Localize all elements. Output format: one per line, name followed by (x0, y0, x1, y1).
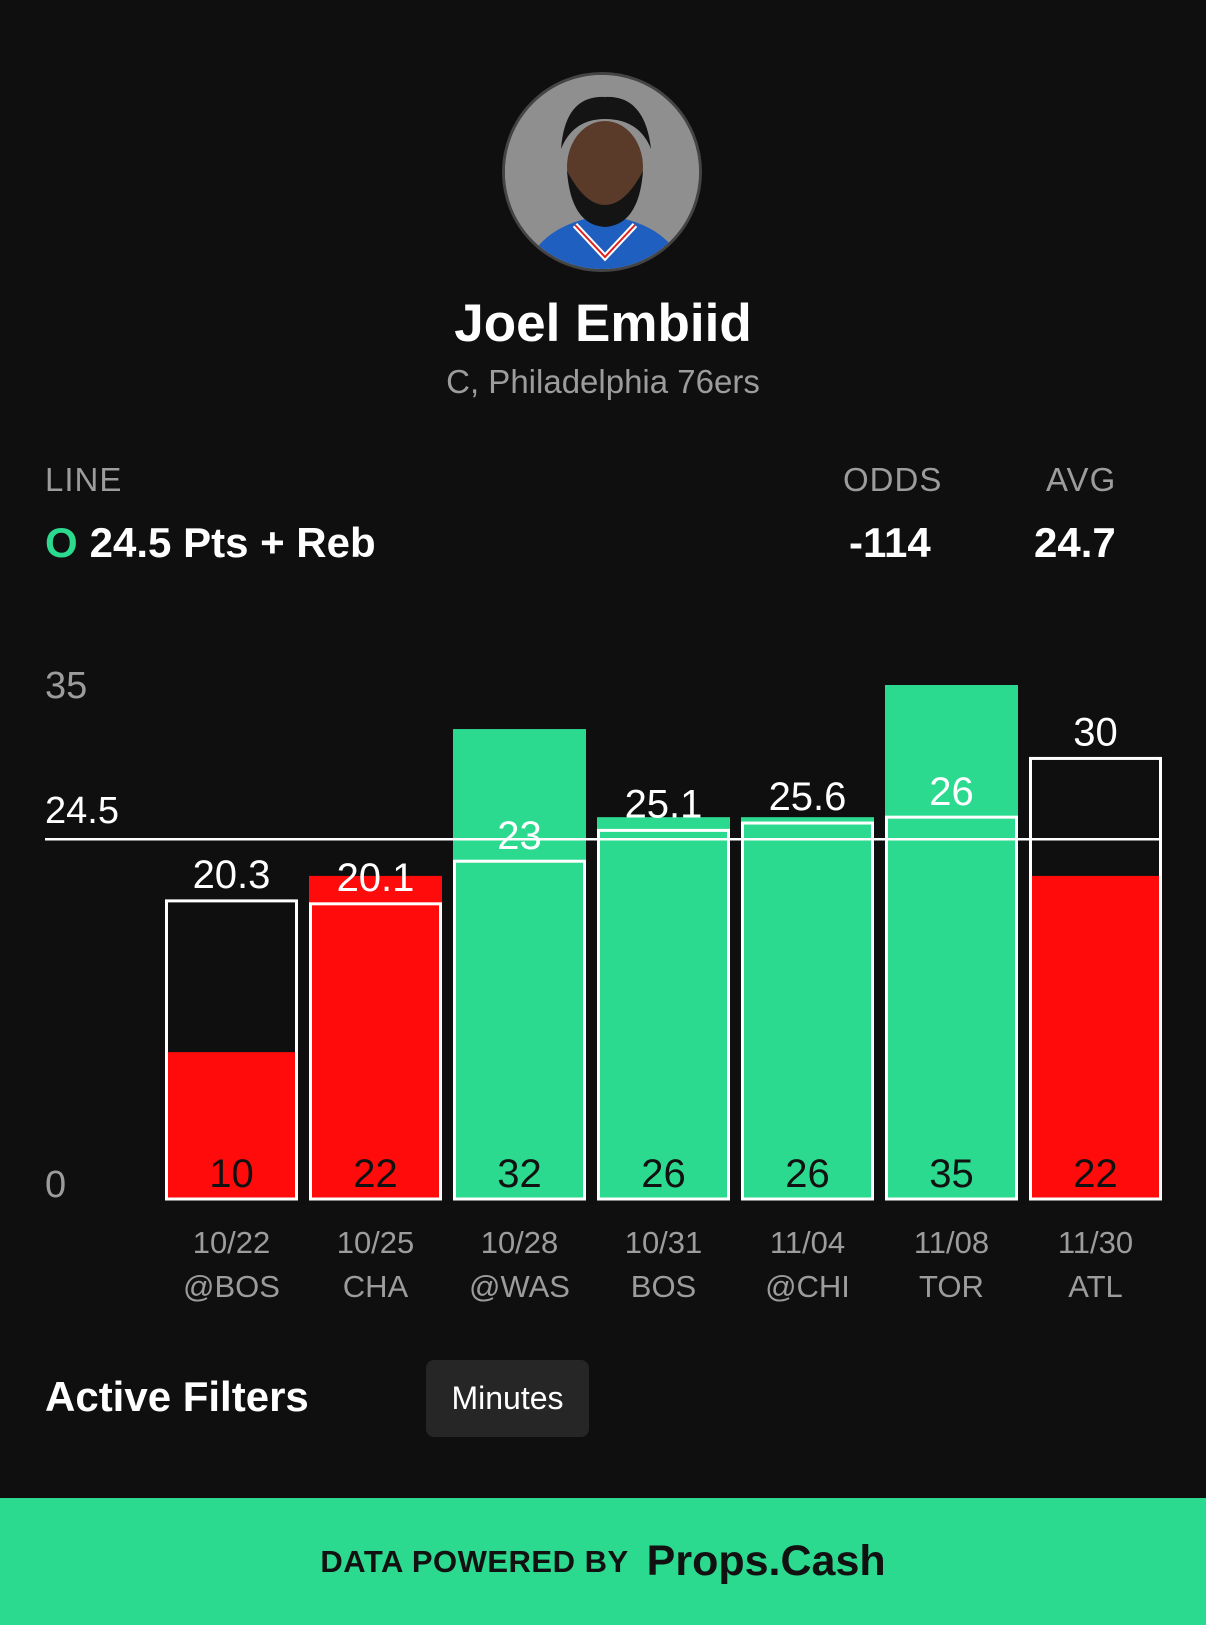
over-indicator: O (45, 519, 78, 566)
outline-value-label: 23 (497, 814, 542, 858)
outline-bar-10-31 (597, 828, 730, 1201)
bar-value-label: 35 (929, 1152, 974, 1196)
x-tick-date: 10/22 (193, 1225, 271, 1260)
outline-bar-11-08 (885, 815, 1018, 1201)
outline-value-label: 25.1 (625, 782, 703, 826)
odds-label: ODDS (843, 461, 943, 498)
footer-banner[interactable]: DATA POWERED BY Props.Cash (0, 1498, 1206, 1625)
player-avatar (502, 72, 702, 272)
outline-bar-10-25 (309, 902, 442, 1201)
avg-value: 24.7 (1034, 519, 1116, 566)
x-tick-opponent: @CHI (765, 1269, 850, 1304)
active-filters-title: Active Filters (45, 1373, 309, 1420)
bar-value-label: 32 (497, 1152, 542, 1196)
line-label: LINE (45, 461, 123, 498)
brand-logo: Props.Cash (646, 1537, 886, 1585)
x-tick-opponent: @BOS (183, 1269, 280, 1304)
outline-value-label: 26 (929, 770, 974, 814)
x-tick-date: 11/04 (770, 1225, 845, 1260)
x-tick-opponent: BOS (631, 1269, 696, 1304)
outline-value-label: 25.6 (769, 775, 847, 819)
bar-value-label: 26 (785, 1152, 830, 1196)
bar-value-label: 22 (1073, 1152, 1118, 1196)
bar-11-04 (741, 817, 874, 1199)
outline-bar-10-28 (453, 859, 586, 1201)
outline-value-label: 20.3 (193, 853, 271, 897)
outline-value-label: 30 (1073, 710, 1118, 754)
x-tick-date: 11/08 (914, 1225, 989, 1260)
avg-label: AVG (1046, 461, 1117, 498)
outline-bar-11-04 (741, 821, 874, 1201)
x-tick-opponent: CHA (343, 1269, 409, 1304)
outline-bar-11-30 (1029, 756, 1162, 1201)
player-headshot-icon (505, 75, 699, 269)
x-tick-date: 10/31 (625, 1225, 703, 1260)
x-tick-date: 11/30 (1058, 1225, 1133, 1260)
footer-prefix: DATA POWERED BY (320, 1543, 629, 1579)
bar-11-30 (1029, 875, 1162, 1199)
bar-10-31 (597, 817, 730, 1199)
bar-value-label: 26 (641, 1152, 686, 1196)
x-tick-date: 10/28 (481, 1225, 559, 1260)
outline-value-label: 20.1 (337, 856, 415, 900)
bar-value-label: 10 (209, 1152, 254, 1196)
odds-value: -114 (849, 519, 931, 566)
player-position-team: C, Philadelphia 76ers (446, 363, 760, 400)
bar-10-25 (309, 875, 442, 1199)
x-tick-opponent: TOR (919, 1269, 984, 1304)
bar-11-08 (885, 685, 1018, 1199)
x-tick-opponent: ATL (1068, 1269, 1123, 1304)
player-name: Joel Embiid (454, 294, 752, 353)
threshold-label: 24.5 (45, 790, 119, 832)
y-tick-label: 35 (45, 665, 87, 707)
bar-10-22 (165, 1052, 298, 1199)
bar-10-28 (453, 729, 586, 1199)
y-tick-label: 0 (45, 1164, 66, 1206)
bar-value-label: 22 (353, 1152, 398, 1196)
prop-line-value: 24.5 Pts + Reb (89, 519, 376, 566)
filter-chip-minutes[interactable]: Minutes (426, 1360, 589, 1437)
x-tick-date: 10/25 (337, 1225, 415, 1260)
game-log-chart: 35 0 20.3 10 10/22 @BOS 20.1 22 10/25 CHA 23 32 10/2… (45, 665, 1162, 1304)
x-tick-opponent: @WAS (469, 1269, 570, 1304)
outline-bar-10-22 (165, 899, 298, 1201)
prop-line: O 24.5 Pts + Reb (45, 518, 376, 568)
